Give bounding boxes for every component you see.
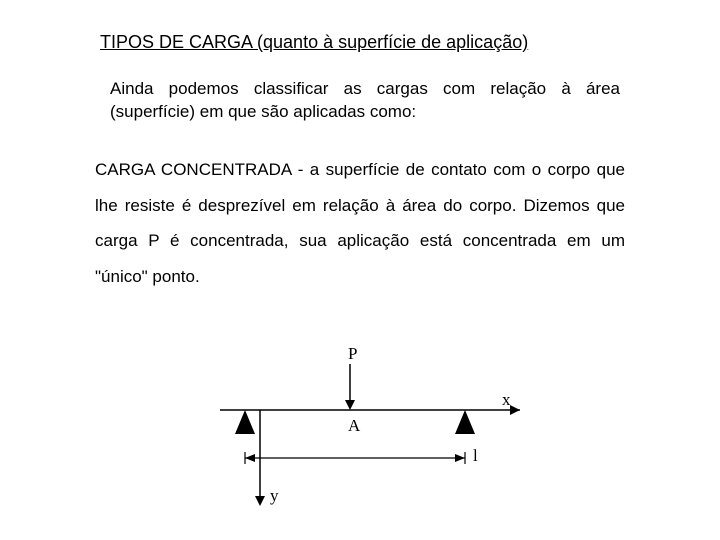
load-arrow-head [345, 400, 355, 410]
dim-arrow-right [455, 454, 465, 462]
left-support [235, 410, 255, 434]
y-axis-arrow [255, 496, 265, 506]
label-A: A [348, 416, 360, 436]
label-l: l [473, 446, 478, 466]
label-x: x [502, 390, 511, 410]
diagram-svg [200, 350, 540, 520]
x-axis-arrow [510, 405, 520, 415]
intro-paragraph: Ainda podemos classificar as cargas com … [110, 78, 620, 124]
body-paragraph: CARGA CONCENTRADA - a superfície de cont… [95, 152, 625, 295]
label-P: P [348, 344, 357, 364]
page: TIPOS DE CARGA (quanto à superfície de a… [0, 0, 720, 540]
label-y: y [270, 486, 279, 506]
beam-diagram: P A x y l [200, 350, 540, 520]
right-support [455, 410, 475, 434]
term-label: CARGA CONCENTRADA [95, 160, 291, 179]
dim-arrow-left [245, 454, 255, 462]
section-title: TIPOS DE CARGA (quanto à superfície de a… [100, 32, 528, 53]
